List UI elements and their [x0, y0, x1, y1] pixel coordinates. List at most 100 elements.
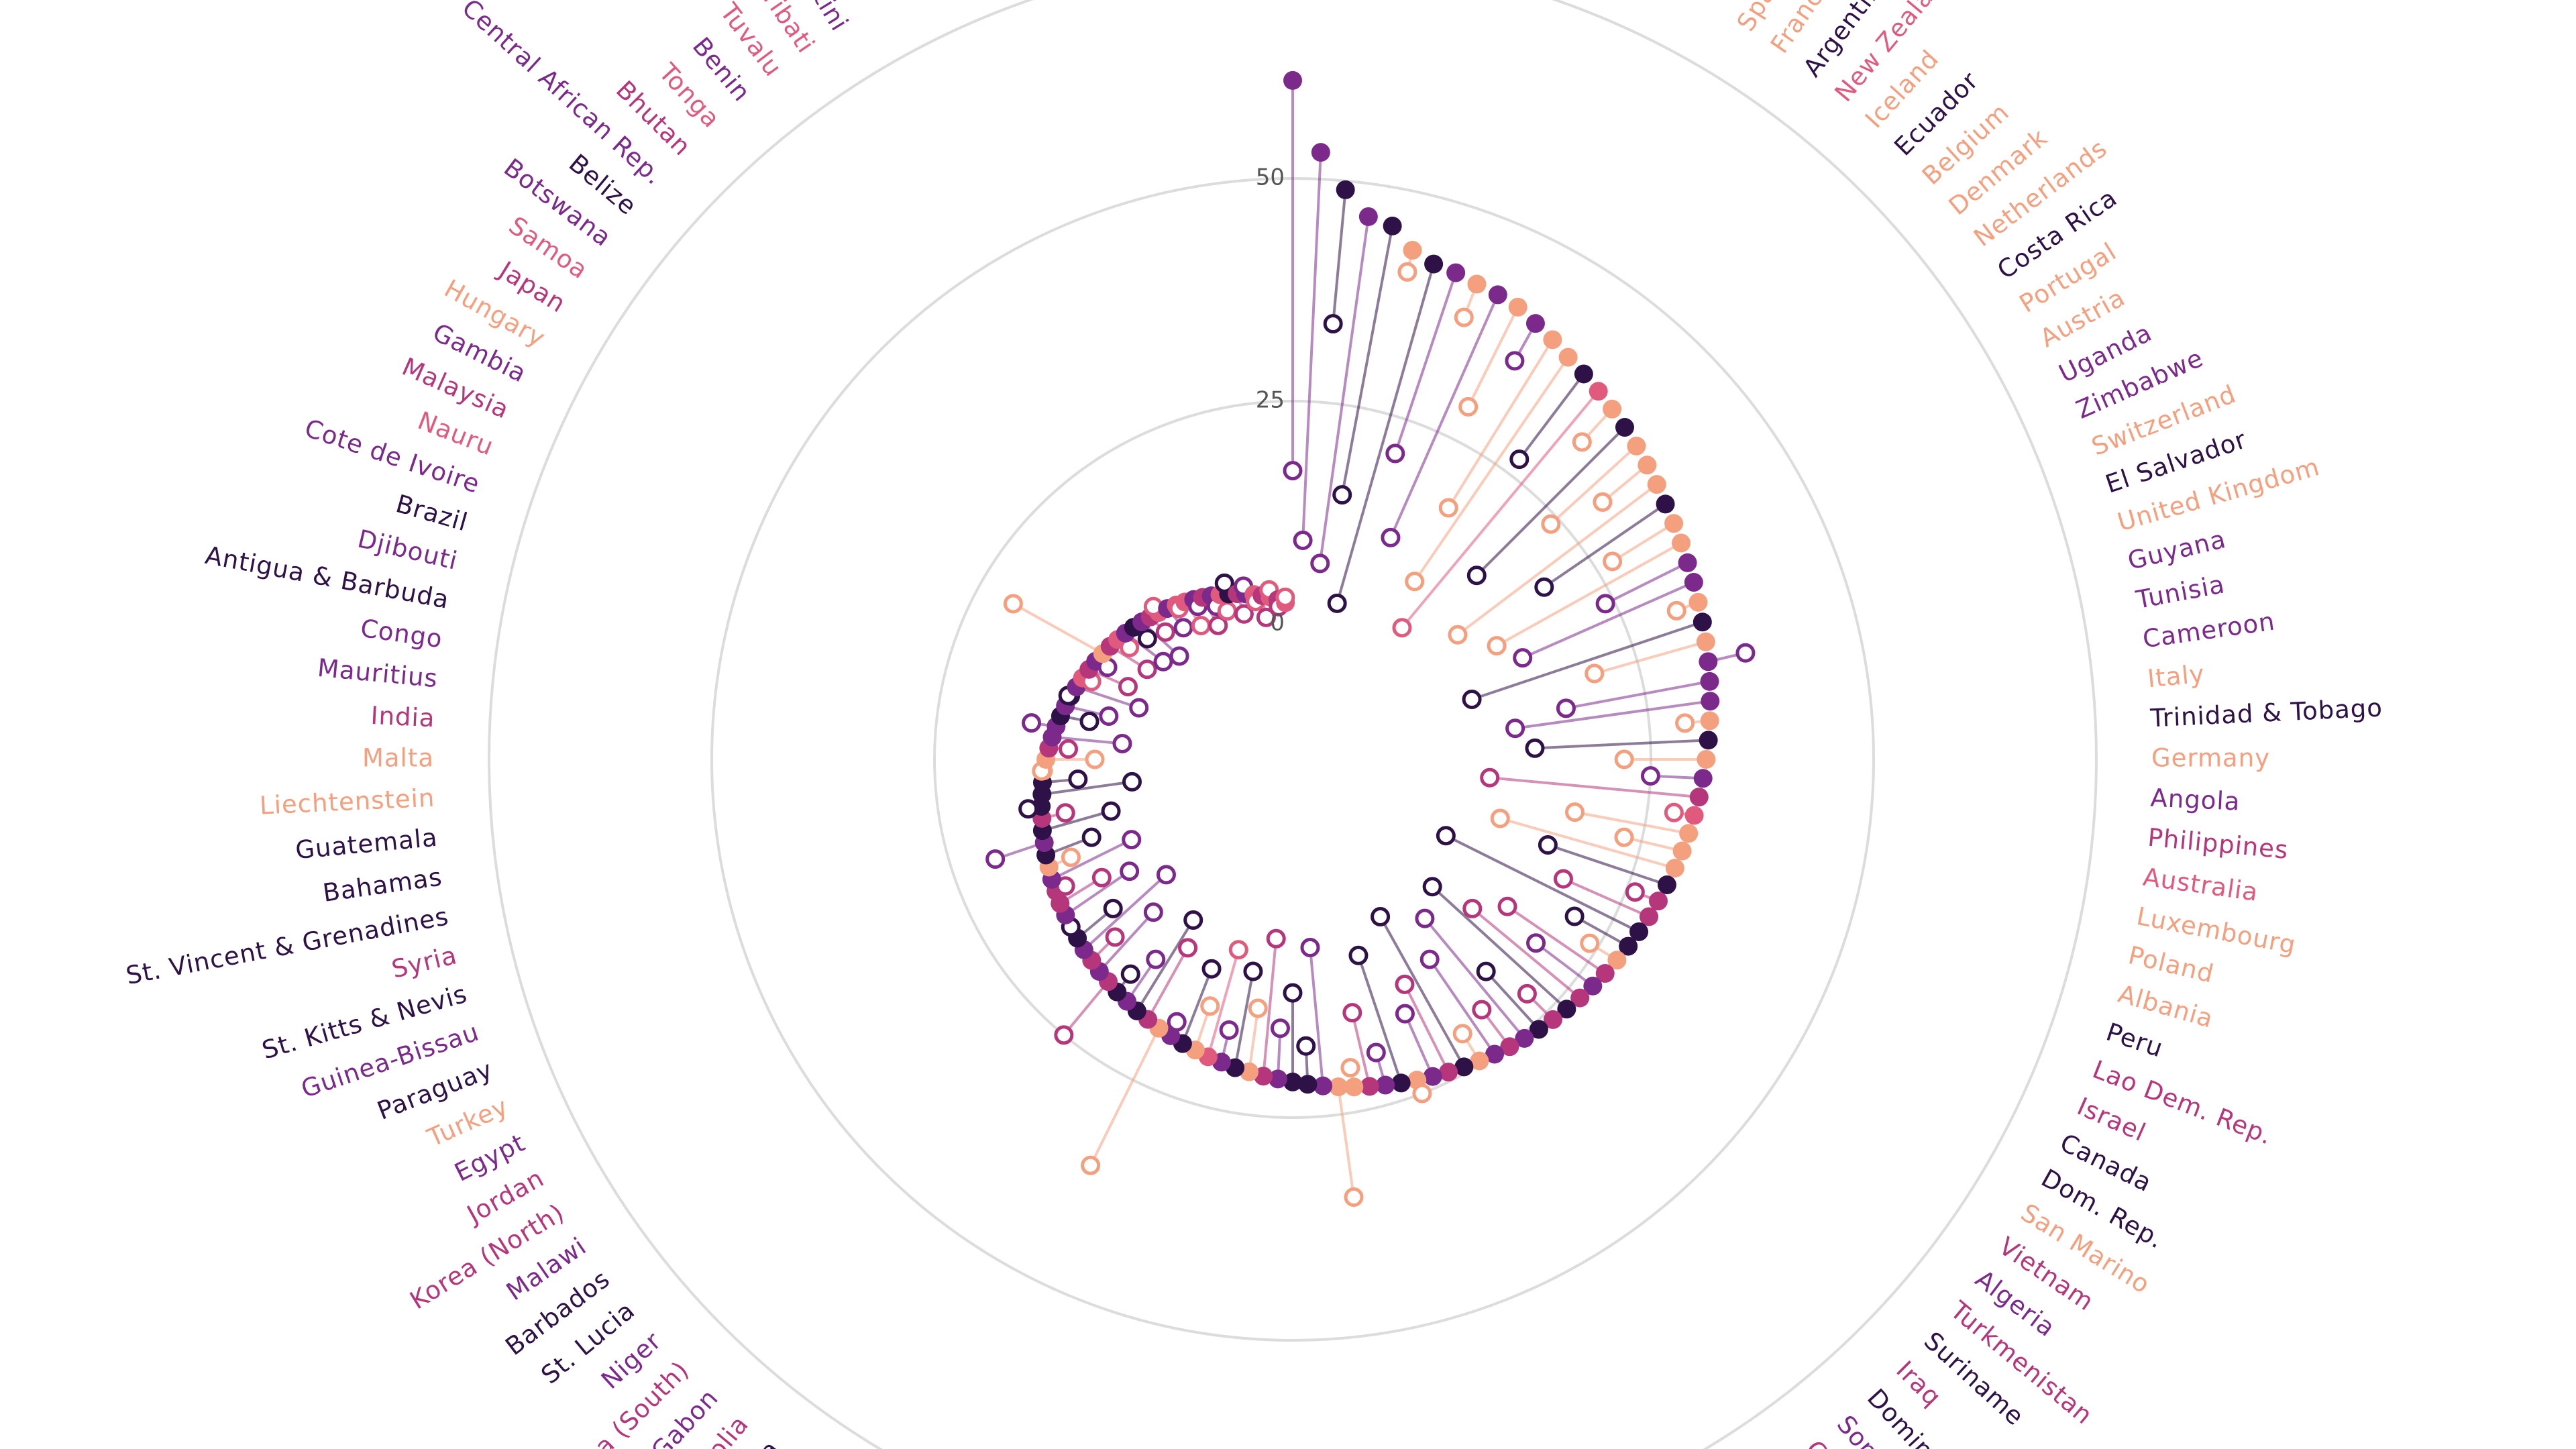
open-dot [1201, 959, 1222, 979]
open-dot [985, 849, 1006, 869]
open-dot [1146, 949, 1166, 969]
open-dot [1397, 262, 1417, 282]
stem [1332, 189, 1347, 324]
filled-dot [1344, 1077, 1364, 1097]
stem [1496, 541, 1682, 647]
open-dot [1340, 1058, 1360, 1078]
open-dot [1480, 767, 1500, 788]
stem [1431, 885, 1568, 1010]
open-dot [1412, 1083, 1432, 1104]
open-dot [1564, 802, 1585, 822]
open-dot [1395, 1004, 1415, 1024]
open-dot [1487, 636, 1507, 656]
filled-dot [1701, 692, 1720, 711]
open-dot [1248, 998, 1268, 1018]
filled-dot [1640, 907, 1659, 926]
open-dot [1614, 827, 1634, 847]
stem [1181, 968, 1213, 1044]
open-dot [1438, 498, 1458, 518]
open-dot [1415, 908, 1435, 928]
filled-dot [1629, 922, 1649, 941]
open-dot [1553, 869, 1573, 889]
open-dot [1228, 940, 1248, 960]
stem [1401, 390, 1600, 629]
filled-dot [1336, 180, 1355, 199]
open-dot [1452, 1024, 1472, 1044]
stem [1611, 522, 1675, 563]
stem [1336, 264, 1436, 604]
filled-dot [1329, 1077, 1348, 1097]
filled-dot [1557, 1000, 1576, 1019]
filled-dot [1684, 573, 1703, 592]
filled-dot [1515, 1028, 1534, 1048]
stem [1445, 834, 1640, 933]
filled-dot [1570, 988, 1590, 1008]
open-dot [1217, 601, 1237, 621]
filled-dot [1283, 70, 1302, 90]
open-dot [1099, 706, 1119, 727]
open-dot [1155, 622, 1175, 642]
stem [1403, 983, 1450, 1073]
open-dot [1564, 906, 1585, 926]
open-dot [1167, 1012, 1187, 1032]
stem [1042, 810, 1112, 833]
category-label: Germany [2151, 744, 2270, 773]
filled-dot [1607, 951, 1627, 970]
open-dot [1490, 808, 1510, 828]
open-dot [1120, 861, 1140, 881]
open-dot [1105, 927, 1125, 947]
open-dot [1296, 1036, 1316, 1056]
open-dot [1735, 643, 1756, 663]
stem [1534, 739, 1709, 750]
open-dot [1169, 646, 1189, 666]
filled-dot [1543, 330, 1562, 350]
open-dot [1448, 625, 1468, 645]
stem [1535, 942, 1594, 987]
open-dot [1436, 826, 1456, 846]
open-dot [1505, 351, 1525, 371]
open-dot [1595, 594, 1615, 614]
open-dot [1122, 830, 1142, 850]
open-dot [1505, 718, 1525, 739]
stems [995, 80, 1746, 1197]
open-dot [1454, 307, 1474, 327]
open-dot [1392, 618, 1412, 638]
open-dot [1422, 877, 1442, 897]
open-dot [1003, 594, 1023, 614]
filled-dot [1470, 1051, 1489, 1071]
open-dot [1405, 572, 1425, 592]
filled-dot [1627, 436, 1646, 455]
open-dot [1348, 945, 1368, 965]
filled-dot [1688, 592, 1708, 612]
y-tick-label: 25 [1256, 387, 1285, 414]
stem [1379, 916, 1466, 1068]
open-dot [1018, 799, 1038, 819]
stem [1475, 426, 1626, 577]
open-dot [1266, 928, 1286, 949]
stem [1562, 877, 1650, 918]
filled-dot [1283, 1072, 1302, 1091]
filled-dot [1678, 553, 1697, 572]
filled-dot [1638, 455, 1657, 475]
stem [1428, 958, 1496, 1055]
filled-dot [1403, 241, 1422, 260]
open-dot [1509, 449, 1529, 470]
stem [1506, 905, 1606, 975]
open-dot [1079, 711, 1099, 731]
open-dot [1310, 553, 1330, 574]
stem [1012, 602, 1104, 655]
filled-dot [1696, 632, 1715, 651]
stem [1083, 873, 1167, 951]
stem [1515, 700, 1711, 730]
open-dot [1462, 898, 1483, 918]
stem [1248, 1008, 1260, 1073]
filled-dot [1693, 612, 1712, 632]
category-label: India [370, 701, 436, 733]
filled-dot [1664, 514, 1684, 533]
stem [1262, 938, 1278, 1077]
stem [1051, 838, 1132, 881]
open-dot [1538, 835, 1558, 855]
open-dot [1625, 882, 1645, 902]
